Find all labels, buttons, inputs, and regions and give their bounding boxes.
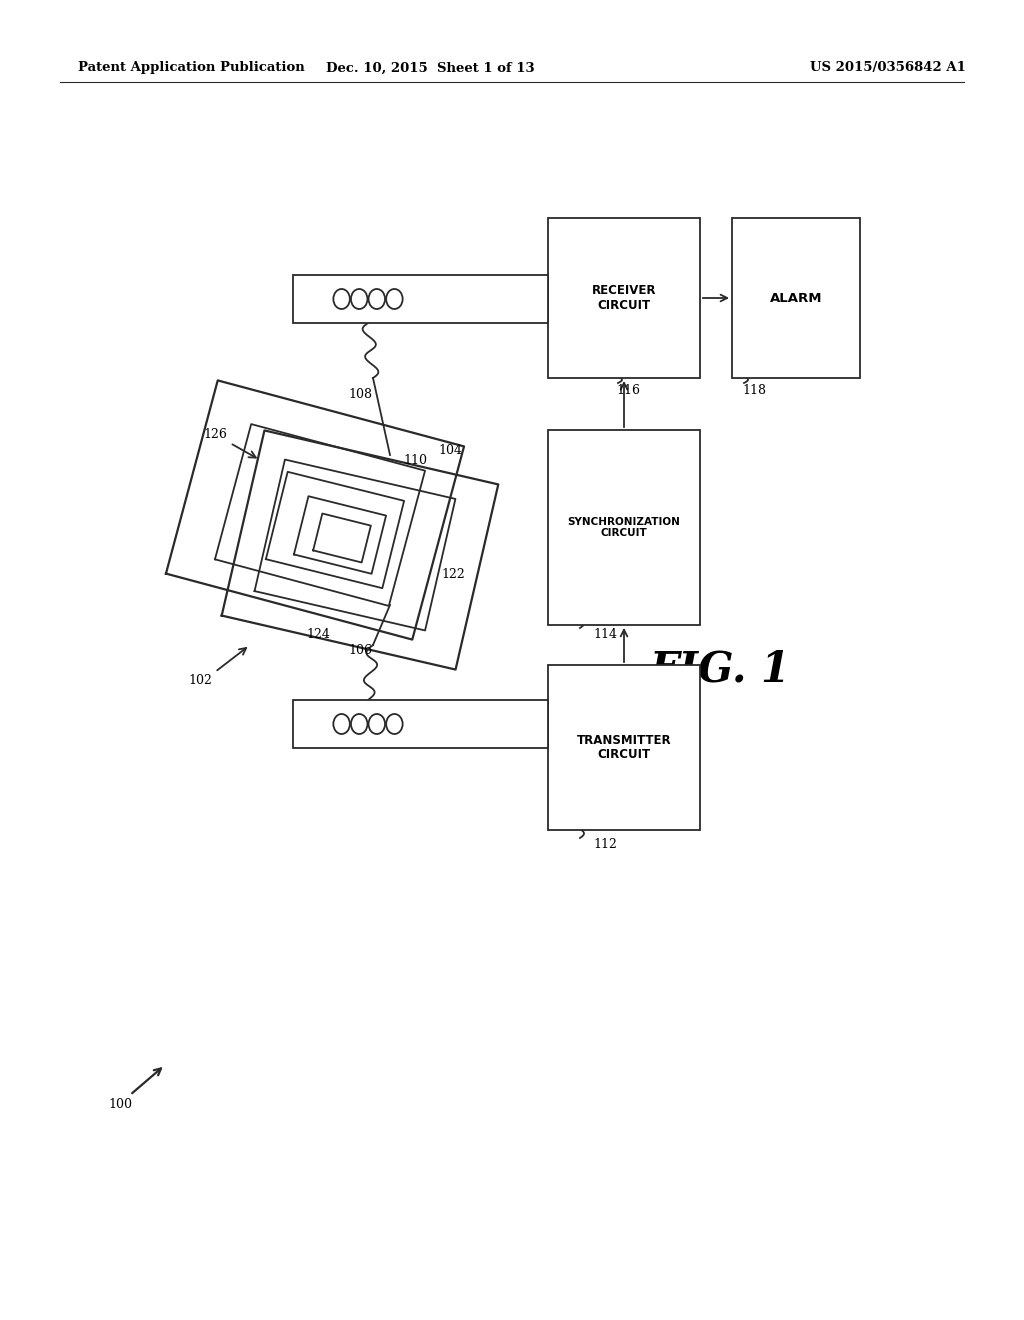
Text: ALARM: ALARM [770,292,822,305]
Ellipse shape [369,289,385,309]
Text: Dec. 10, 2015  Sheet 1 of 13: Dec. 10, 2015 Sheet 1 of 13 [326,62,535,74]
Bar [732,218,860,378]
Text: 112: 112 [593,838,616,851]
Ellipse shape [369,714,385,734]
Bar [548,665,700,830]
Bar [293,275,548,323]
Ellipse shape [351,289,368,309]
Text: 106: 106 [348,644,372,656]
Text: 108: 108 [348,388,372,401]
Text: FIG. 1: FIG. 1 [649,649,791,690]
Text: SYNCHRONIZATION
CIRCUIT: SYNCHRONIZATION CIRCUIT [567,516,680,539]
Bar [548,218,700,378]
Text: 104: 104 [438,444,462,457]
Text: 102: 102 [188,673,212,686]
Text: 100: 100 [108,1098,132,1111]
Text: 118: 118 [742,384,766,396]
Text: US 2015/0356842 A1: US 2015/0356842 A1 [810,62,966,74]
Ellipse shape [334,289,350,309]
Text: 122: 122 [441,569,465,582]
Bar [293,700,548,748]
Text: 110: 110 [403,454,427,466]
Bar [548,430,700,624]
Ellipse shape [334,714,350,734]
Text: 124: 124 [306,628,330,642]
Ellipse shape [386,714,402,734]
Text: TRANSMITTER
CIRCUIT: TRANSMITTER CIRCUIT [577,734,672,762]
Text: 114: 114 [593,628,617,642]
Ellipse shape [351,714,368,734]
Text: RECEIVER
CIRCUIT: RECEIVER CIRCUIT [592,284,656,312]
Ellipse shape [386,289,402,309]
Text: 116: 116 [616,384,640,396]
Text: Patent Application Publication: Patent Application Publication [78,62,305,74]
Text: 126: 126 [203,429,227,441]
